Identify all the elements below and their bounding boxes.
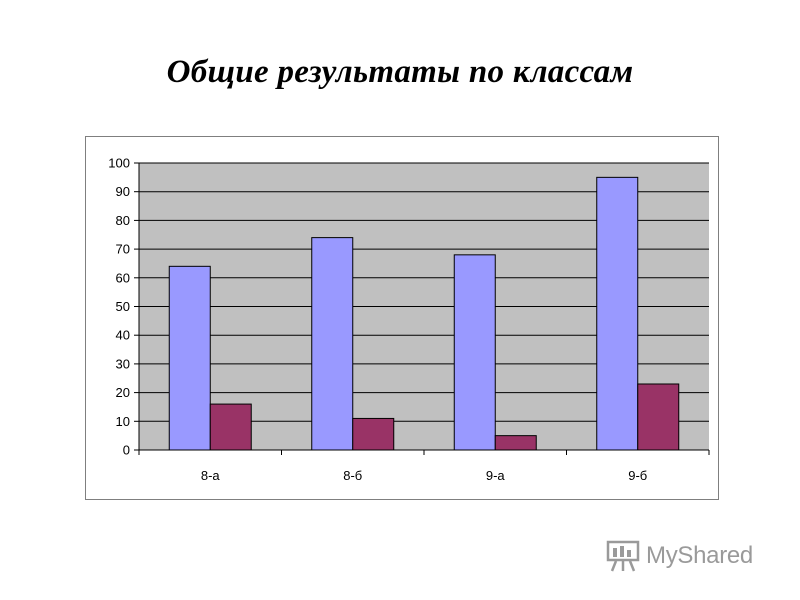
presentation-board-icon	[606, 540, 640, 572]
x-tick-labels: 8-а 8-б 9-а 9-б	[201, 468, 647, 483]
y-tick-label: 40	[116, 328, 130, 343]
bar-8-а-series-2	[209, 403, 252, 451]
x-tick-label: 9-б	[628, 468, 647, 483]
bar-9-б-series-1	[596, 176, 639, 451]
watermark-text: MyShared	[646, 542, 753, 569]
bar-chart: 0 10 20 30 40 50 60 70 80 90 100 8-а 8-б 9-а 9-б	[108, 156, 710, 483]
y-tick-label: 90	[116, 184, 130, 199]
y-tick-label: 10	[116, 414, 130, 429]
y-tick-labels: 0 10 20 30 40 50 60 70 80 90 100	[108, 156, 130, 458]
bars	[168, 176, 680, 451]
y-tick-label: 60	[116, 270, 130, 285]
myshared-watermark: MyShared	[606, 536, 776, 576]
bar-8-б-series-2	[352, 417, 395, 451]
slide-title: Общие результаты по классам	[166, 54, 634, 90]
y-tick-label: 80	[116, 213, 130, 228]
bar-8-а-series-1	[168, 265, 211, 451]
y-tick-label: 70	[116, 242, 130, 257]
bar-8-б-series-1	[311, 237, 354, 451]
y-tick-label: 100	[108, 156, 130, 171]
bar-9-б-series-2	[637, 383, 680, 451]
x-tick-label: 8-а	[201, 468, 221, 483]
y-tick-label: 50	[116, 299, 130, 314]
x-tick-label: 8-б	[343, 468, 362, 483]
chart-frame: 0 10 20 30 40 50 60 70 80 90 100 8-а 8-б 9-а 9-б	[85, 136, 719, 500]
y-tick-label: 20	[116, 385, 130, 400]
bar-9-а-series-1	[453, 254, 496, 451]
axes	[134, 162, 710, 455]
y-tick-label: 0	[123, 443, 130, 458]
x-tick-label: 9-а	[486, 468, 506, 483]
y-tick-label: 30	[116, 356, 130, 371]
bar-9-а-series-2	[494, 435, 537, 451]
